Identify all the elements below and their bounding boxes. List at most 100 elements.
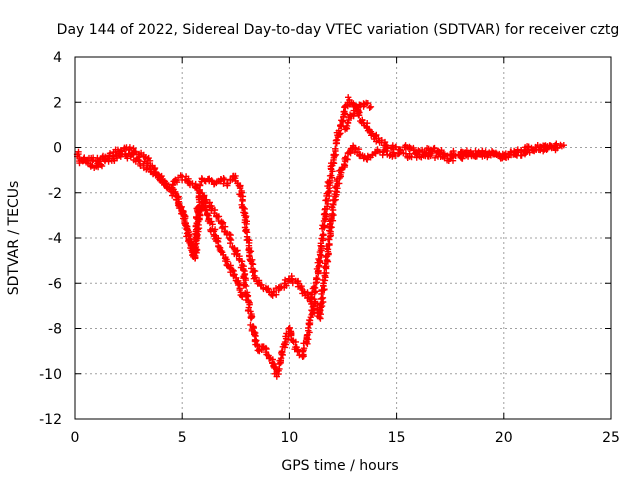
data-point: [127, 153, 134, 160]
data-point: [389, 144, 396, 151]
data-point: [333, 185, 340, 192]
data-point: [227, 240, 234, 247]
x-tick-label: 5: [178, 430, 187, 446]
data-point: [311, 298, 319, 305]
data-point: [299, 352, 306, 359]
x-tick-label: 20: [495, 430, 513, 446]
data-point: [337, 121, 345, 129]
x-tick-label: 0: [71, 430, 80, 446]
data-point: [187, 241, 194, 248]
data-point: [123, 144, 130, 151]
data-point: [294, 347, 302, 355]
data-point: [179, 173, 186, 181]
data-point: [372, 133, 379, 140]
data-point: [236, 185, 244, 192]
data-point: [373, 131, 380, 139]
data-point: [194, 218, 202, 225]
data-point: [262, 348, 270, 356]
y-tick-label: -6: [48, 276, 62, 292]
data-point: [243, 220, 250, 228]
data-point: [410, 146, 417, 153]
data-point: [326, 172, 334, 179]
data-point: [234, 280, 242, 287]
data-point: [324, 189, 332, 196]
y-tick-label: -2: [48, 186, 62, 202]
data-point: [193, 183, 200, 191]
data-point: [153, 171, 160, 178]
data-point: [161, 180, 169, 187]
data-point: [173, 179, 181, 186]
data-point: [191, 255, 199, 262]
data-point: [431, 154, 439, 161]
y-tick-label: -12: [39, 412, 62, 428]
data-point: [414, 151, 422, 158]
data-point: [242, 228, 250, 235]
data-point: [367, 103, 375, 110]
data-point: [217, 248, 224, 255]
data-point: [119, 151, 126, 158]
data-point: [366, 104, 373, 111]
x-tick-label: 25: [602, 430, 620, 446]
data-point: [329, 204, 336, 211]
data-point: [97, 161, 105, 168]
data-point: [110, 155, 117, 162]
data-point: [515, 149, 522, 156]
data-point: [457, 153, 465, 160]
data-point: [354, 105, 362, 113]
data-point: [539, 142, 547, 149]
data-point: [560, 142, 567, 149]
data-point: [320, 280, 327, 287]
data-point: [192, 243, 200, 251]
data-point: [307, 314, 314, 321]
data-point: [193, 232, 201, 240]
data-point: [277, 357, 284, 364]
data-point: [303, 336, 310, 343]
data-point: [245, 298, 252, 305]
data-point: [383, 147, 390, 155]
data-point: [294, 280, 302, 287]
y-tick-label: -10: [39, 367, 62, 383]
data-point: [326, 236, 333, 243]
data-point: [331, 197, 338, 204]
data-point: [262, 284, 269, 291]
data-point: [479, 153, 486, 160]
data-point: [532, 146, 540, 153]
data-point: [185, 232, 192, 239]
data-point: [185, 178, 192, 185]
data-point: [211, 206, 219, 214]
data-point: [361, 101, 368, 108]
data-point: [170, 178, 177, 185]
data-point: [179, 207, 186, 215]
data-point: [209, 225, 216, 233]
y-axis-label: SDTVAR / TECUs: [6, 181, 22, 296]
data-point: [406, 153, 413, 160]
data-point: [232, 248, 239, 255]
data-point: [256, 347, 263, 355]
data-point: [363, 155, 370, 162]
data-point: [306, 317, 314, 324]
data-point: [239, 293, 246, 300]
data-point: [314, 275, 321, 283]
data-point: [221, 255, 229, 262]
data-point: [239, 261, 246, 269]
data-point: [251, 336, 259, 343]
data-point: [181, 215, 188, 223]
data-point: [313, 274, 320, 282]
data-point: [198, 178, 205, 185]
data-point: [554, 144, 561, 151]
data-point: [219, 223, 227, 230]
data-point: [281, 280, 289, 287]
chart-title: Day 144 of 2022, Sidereal Day-to-day VTE…: [57, 22, 620, 38]
data-point: [269, 291, 276, 298]
data-point: [522, 148, 529, 156]
data-point: [341, 103, 349, 110]
data-point: [191, 182, 199, 190]
data-point: [337, 166, 345, 174]
data-point: [186, 237, 193, 244]
data-point: [226, 264, 233, 271]
data-point: [316, 314, 323, 321]
data-point: [229, 266, 236, 274]
x-tick-label: 15: [388, 430, 406, 446]
data-point: [170, 189, 177, 196]
